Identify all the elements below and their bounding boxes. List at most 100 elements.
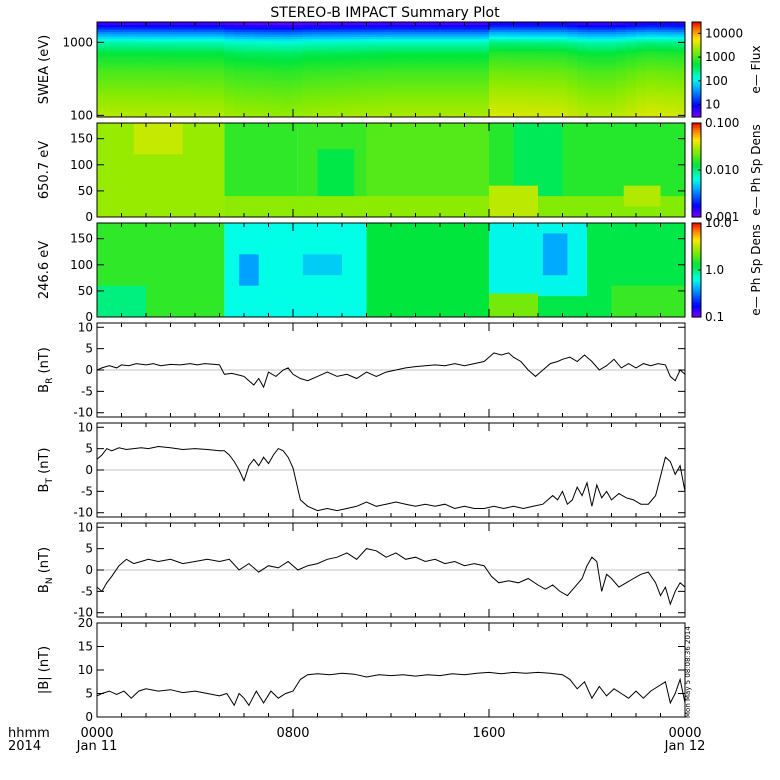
spectrogram-cell <box>263 109 274 113</box>
spectrogram-cell <box>557 45 568 49</box>
spectrogram-cell <box>391 62 402 66</box>
spectrogram-cell <box>508 81 519 85</box>
spectrogram-cell <box>606 36 617 40</box>
spectrogram-cell <box>616 60 627 63</box>
spectrogram-cell <box>410 52 421 56</box>
spectrogram-cell <box>263 29 274 33</box>
colorbar-segment <box>692 191 701 195</box>
spectrogram-cell <box>332 74 343 78</box>
spectrogram-cell <box>136 90 147 94</box>
spectrogram-cell <box>430 90 441 94</box>
spectrogram-cell <box>577 83 588 87</box>
spectrogram-cell <box>636 74 647 78</box>
spectrogram-cell <box>361 62 372 66</box>
spectrogram-cell <box>498 90 510 94</box>
spectrogram-cell <box>577 114 588 117</box>
spectrogram-cell <box>459 83 470 87</box>
spectrogram-cell <box>410 86 421 90</box>
spectrogram-cell <box>322 29 333 33</box>
spectrogram-cell <box>498 105 510 109</box>
spectrogram-cell <box>489 86 500 90</box>
spectrogram-cell <box>449 88 461 92</box>
spectrogram-cell <box>596 100 608 104</box>
spectrogram-cell <box>342 22 353 25</box>
spectrogram-cell <box>449 24 461 28</box>
spectrogram-cell <box>136 55 147 59</box>
spectrogram-cell <box>322 93 333 97</box>
spectrogram-cell <box>606 81 617 85</box>
spectrogram-cell <box>616 95 627 99</box>
spectrogram-cell <box>126 41 137 44</box>
spectrogram-cell <box>381 69 392 73</box>
spectrogram-cell <box>263 69 274 73</box>
spectrogram-cell <box>665 67 676 71</box>
spectrogram-cell <box>430 93 441 97</box>
spectrogram-cell <box>400 24 412 28</box>
spectrogram-cell <box>596 67 608 71</box>
spectrogram-cell <box>126 22 137 25</box>
colorbar-segment <box>692 246 701 250</box>
spectrogram-cell <box>508 107 519 111</box>
spectrogram-cell <box>155 24 167 28</box>
spectrogram-cell <box>106 60 118 63</box>
spectrogram-cell <box>508 109 519 113</box>
spectrogram-cell <box>645 26 657 30</box>
spectrogram-cell <box>175 86 186 90</box>
spectrogram-cell <box>596 83 608 87</box>
spectrogram-cell <box>449 98 461 101</box>
spectrogram-cell <box>224 50 235 54</box>
spectrogram-cell <box>420 76 431 80</box>
spectrogram-cell <box>469 67 480 71</box>
spectrogram-cell <box>420 88 431 92</box>
spectrogram-cell <box>155 83 167 87</box>
spectrogram-cell <box>665 105 676 109</box>
spectrogram-cell <box>165 93 176 97</box>
spectrogram-cell <box>381 24 392 28</box>
spectrogram-cell <box>381 43 392 47</box>
spectrogram-cell <box>273 71 284 75</box>
spectrogram-cell <box>239 254 259 286</box>
spectrogram-cell <box>106 62 118 66</box>
spectrogram-cell <box>449 48 461 52</box>
spectrogram-cell <box>106 109 118 113</box>
spectrogram-cell <box>675 79 685 82</box>
colorbar-segment <box>692 223 701 226</box>
spectrogram-cell <box>459 100 470 104</box>
spectrogram-cell <box>567 93 578 97</box>
spectrogram-cell <box>293 43 304 47</box>
spectrogram-cell <box>116 100 127 104</box>
spectrogram-cell <box>342 102 353 106</box>
spectrogram-cell <box>626 114 637 117</box>
spectrogram-cell <box>665 55 676 59</box>
spectrogram-cell <box>577 36 588 40</box>
spectrogram-cell <box>616 31 627 35</box>
spectrogram-cell <box>302 102 314 106</box>
spectrogram-cell <box>244 33 255 37</box>
spectrogram-cell <box>224 81 235 85</box>
spectrogram-cell <box>577 109 588 113</box>
spectrogram-cell <box>381 93 392 97</box>
spectrogram-cell <box>440 24 451 28</box>
spectrogram-cell <box>567 76 578 80</box>
spectrogram-cell <box>440 64 451 68</box>
spectrogram-cell <box>469 69 480 73</box>
spectrogram-cell <box>518 57 529 61</box>
spectrogram-cell <box>224 114 235 117</box>
spectrogram-cell <box>616 76 627 80</box>
spectrogram-cell <box>106 50 118 54</box>
spectrogram-cell <box>410 83 421 87</box>
spectrogram-cell <box>665 48 676 52</box>
y-tick-label: 150 <box>70 132 93 146</box>
spectrogram-cell <box>244 29 255 33</box>
spectrogram-cell <box>557 36 568 40</box>
spectrogram-cell <box>97 67 108 71</box>
spectrogram-cell <box>391 100 402 104</box>
spectrogram-cell <box>106 90 118 94</box>
y-tick-label: -10 <box>73 606 93 620</box>
spectrogram-cell <box>273 31 284 35</box>
spectrogram-cell <box>513 123 563 197</box>
spectrogram-cell <box>381 45 392 49</box>
spectrogram-cell <box>342 26 353 30</box>
spectrogram-cell <box>665 69 676 73</box>
spectrogram-cell <box>557 93 568 97</box>
